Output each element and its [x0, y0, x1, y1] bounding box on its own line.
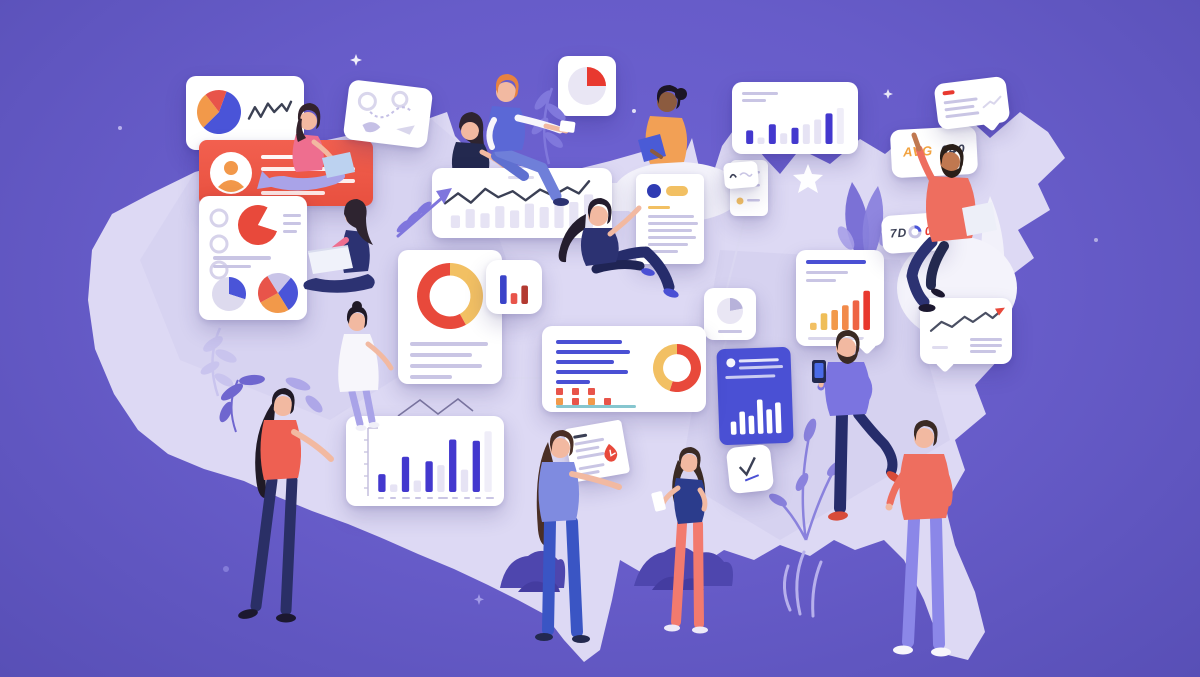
red-pie-drop [604, 443, 618, 462]
doodle-icons [357, 90, 415, 135]
card-avg-metric: AVG 040 [889, 125, 979, 179]
avatar [210, 152, 252, 194]
panel-header [725, 358, 783, 379]
top-bar-chart [746, 108, 844, 144]
stats-donut-chart [653, 344, 701, 392]
trend-line [443, 180, 591, 205]
card-trend-bubble [920, 298, 1012, 373]
pie-chart [197, 90, 241, 134]
pie-chart-red [238, 205, 278, 245]
x-tick-labels [378, 497, 494, 499]
donut-chart [417, 263, 483, 329]
mini-donut-icon [908, 225, 922, 239]
panel-bar-chart [730, 399, 782, 435]
pie-chart-a [212, 277, 246, 311]
card-note-bubble [933, 75, 1011, 132]
leaf-branch-left [200, 327, 237, 397]
leaf-cluster-bottom-left [219, 374, 323, 433]
card-main-donut [398, 250, 502, 384]
checklist-circles [209, 208, 229, 280]
card-red-banner [199, 140, 373, 206]
pie-chart-quarter [568, 67, 606, 105]
heat-bar-chart [810, 290, 870, 330]
card-trend-line [432, 168, 612, 238]
card-small-icons [722, 160, 760, 190]
trend-arrow-chart [929, 307, 1005, 332]
card-stats-donut [542, 326, 706, 412]
ok-scribble: 0K [924, 223, 943, 239]
card-document [636, 174, 704, 264]
range-label: 7D [889, 225, 908, 241]
tiny-glyphs [729, 172, 753, 179]
gray-pie-chart [717, 298, 743, 324]
card-mini-bars [486, 260, 542, 314]
card-7d-metric: 7D 0K [880, 211, 948, 255]
card-check-note [725, 443, 775, 495]
card-report-pies [199, 196, 307, 320]
card-quarter-pie [558, 56, 616, 116]
card-chart-doodles [342, 79, 434, 149]
avg-label: AVG [902, 143, 934, 160]
card-blue-panel [716, 346, 794, 446]
mini-bar-chart [500, 275, 528, 304]
card-gray-pie [704, 288, 756, 340]
avg-value: 040 [940, 141, 966, 158]
card-pie-speech-bubble [186, 76, 304, 159]
sparkline-chart [247, 100, 293, 120]
axis [364, 427, 378, 496]
doc-header-icons [647, 184, 688, 198]
check-pen-icon [738, 456, 760, 482]
card-top-bars [732, 82, 858, 154]
card-orange-bars [796, 250, 884, 355]
faint-trend-line [982, 95, 1002, 109]
bottom-bar-chart [378, 431, 492, 492]
pie-chart-b [258, 273, 298, 313]
card-doc-tilted [563, 419, 631, 483]
zigzag-doodle [397, 397, 474, 417]
card-bottom-bars [346, 416, 504, 506]
